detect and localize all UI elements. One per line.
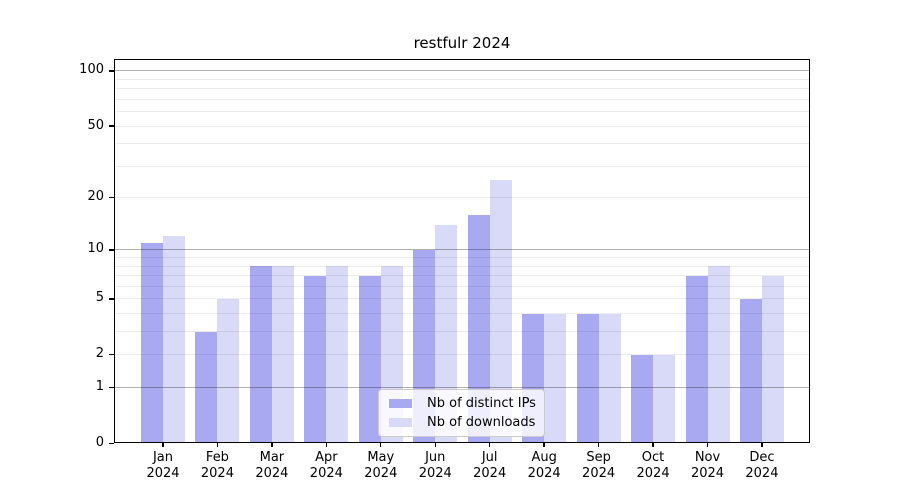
- y-tick-mark-20: [109, 196, 114, 199]
- gridline-minor-50: [114, 125, 810, 127]
- bar-nb-of-distinct-ips-jan: [141, 242, 163, 444]
- gridline-minor-9: [114, 257, 810, 259]
- gridline-minor-2: [114, 354, 810, 356]
- x-tick-mark-oct: [652, 443, 654, 447]
- legend-swatch-distinct-ips: [389, 399, 412, 409]
- x-tick-mark-feb: [216, 443, 219, 447]
- gridline-minor-20: [114, 197, 810, 199]
- x-tick-label-jan: Jan 2024: [146, 450, 180, 481]
- x-tick-label-sep: Sep 2024: [582, 450, 616, 481]
- bar-nb-of-downloads-jun: [435, 224, 458, 444]
- y-tick-label-1: 1: [95, 379, 104, 395]
- bar-nb-of-distinct-ips-mar: [249, 266, 272, 444]
- gridline-major-100: [114, 70, 810, 72]
- x-tick-label-jun: Jun 2024: [418, 450, 452, 481]
- bar-nb-of-downloads-feb: [217, 298, 240, 444]
- bar-nb-of-downloads-sep: [598, 313, 621, 444]
- bar-nb-of-distinct-ips-sep: [576, 313, 599, 444]
- bar-nb-of-downloads-jul: [489, 180, 512, 444]
- legend-item-distinct-ips: Nb of distinct IPs: [387, 396, 536, 411]
- legend-item-downloads: Nb of downloads: [387, 415, 536, 430]
- x-tick-mark-jul: [489, 443, 491, 447]
- gridline-minor-70: [114, 98, 810, 100]
- bar-nb-of-distinct-ips-apr: [304, 275, 327, 444]
- bar-nb-of-distinct-ips-may: [358, 275, 381, 444]
- gridline-minor-5: [114, 298, 810, 300]
- y-tick-label-20: 20: [87, 189, 104, 205]
- x-tick-mark-jan: [162, 443, 164, 447]
- y-tick-mark-100: [109, 70, 114, 72]
- gridline-major-10: [114, 249, 810, 251]
- x-tick-label-apr: Apr 2024: [309, 450, 343, 481]
- bar-nb-of-distinct-ips-dec: [739, 298, 762, 444]
- x-tick-label-aug: Aug 2024: [527, 450, 561, 481]
- legend-label-distinct-ips: Nb of distinct IPs: [427, 396, 536, 412]
- gridline-minor-3: [114, 331, 810, 333]
- y-tick-mark-10: [109, 249, 114, 251]
- bar-nb-of-downloads-oct: [653, 354, 676, 444]
- legend-swatch-downloads: [389, 417, 412, 427]
- bar-nb-of-downloads-jan: [163, 236, 185, 444]
- y-tick-mark-50: [109, 125, 114, 127]
- x-tick-mark-may: [380, 443, 382, 447]
- gridline-minor-6: [114, 285, 810, 287]
- gridline-minor-30: [114, 165, 810, 167]
- y-tick-label-50: 50: [87, 117, 104, 133]
- x-tick-mark-aug: [543, 443, 545, 447]
- y-tick-mark-2: [109, 354, 114, 356]
- bar-nb-of-downloads-mar: [271, 266, 294, 444]
- x-tick-label-dec: Dec 2024: [745, 450, 779, 481]
- gridline-minor-60: [114, 111, 810, 113]
- legend: Nb of distinct IPs Nb of downloads: [378, 389, 545, 437]
- bar-nb-of-distinct-ips-nov: [685, 275, 708, 444]
- bar-nb-of-downloads-dec: [761, 275, 784, 444]
- bar-nb-of-downloads-apr: [326, 266, 349, 444]
- gridline-minor-7: [114, 275, 810, 277]
- bar-nb-of-distinct-ips-jul: [467, 214, 490, 444]
- bar-nb-of-downloads-nov: [707, 266, 730, 444]
- x-tick-label-jul: Jul 2024: [473, 450, 507, 481]
- gridline-minor-90: [114, 78, 810, 80]
- x-tick-label-nov: Nov 2024: [690, 450, 725, 481]
- x-tick-mark-mar: [271, 443, 273, 447]
- y-tick-label-0: 0: [95, 435, 104, 450]
- bar-nb-of-distinct-ips-oct: [631, 354, 654, 444]
- x-tick-mark-dec: [761, 443, 763, 447]
- y-tick-label-5: 5: [95, 290, 104, 306]
- y-tick-mark-0: [109, 442, 114, 445]
- gridline-minor-4: [114, 313, 810, 315]
- x-tick-label-feb: Feb 2024: [200, 450, 234, 481]
- chart-title: restfulr 2024: [413, 34, 511, 52]
- y-tick-mark-1: [109, 386, 114, 389]
- x-tick-label-may: May 2024: [364, 450, 398, 481]
- y-tick-label-2: 2: [95, 346, 104, 362]
- x-tick-mark-sep: [597, 443, 600, 447]
- y-tick-label-10: 10: [87, 241, 104, 257]
- gridline-minor-40: [114, 143, 810, 145]
- x-tick-mark-jun: [434, 443, 436, 447]
- bar-nb-of-downloads-aug: [544, 313, 567, 444]
- gridline-minor-8: [114, 265, 810, 267]
- x-tick-label-oct: Oct 2024: [636, 450, 670, 481]
- x-tick-mark-apr: [325, 443, 328, 447]
- legend-label-downloads: Nb of downloads: [427, 414, 536, 430]
- y-tick-mark-5: [109, 298, 114, 300]
- bar-nb-of-distinct-ips-feb: [195, 331, 218, 444]
- gridline-major-1: [114, 387, 810, 389]
- y-tick-label-100: 100: [79, 62, 104, 78]
- x-tick-mark-nov: [706, 443, 709, 447]
- x-tick-label-mar: Mar 2024: [255, 450, 289, 481]
- gridline-minor-80: [114, 88, 810, 90]
